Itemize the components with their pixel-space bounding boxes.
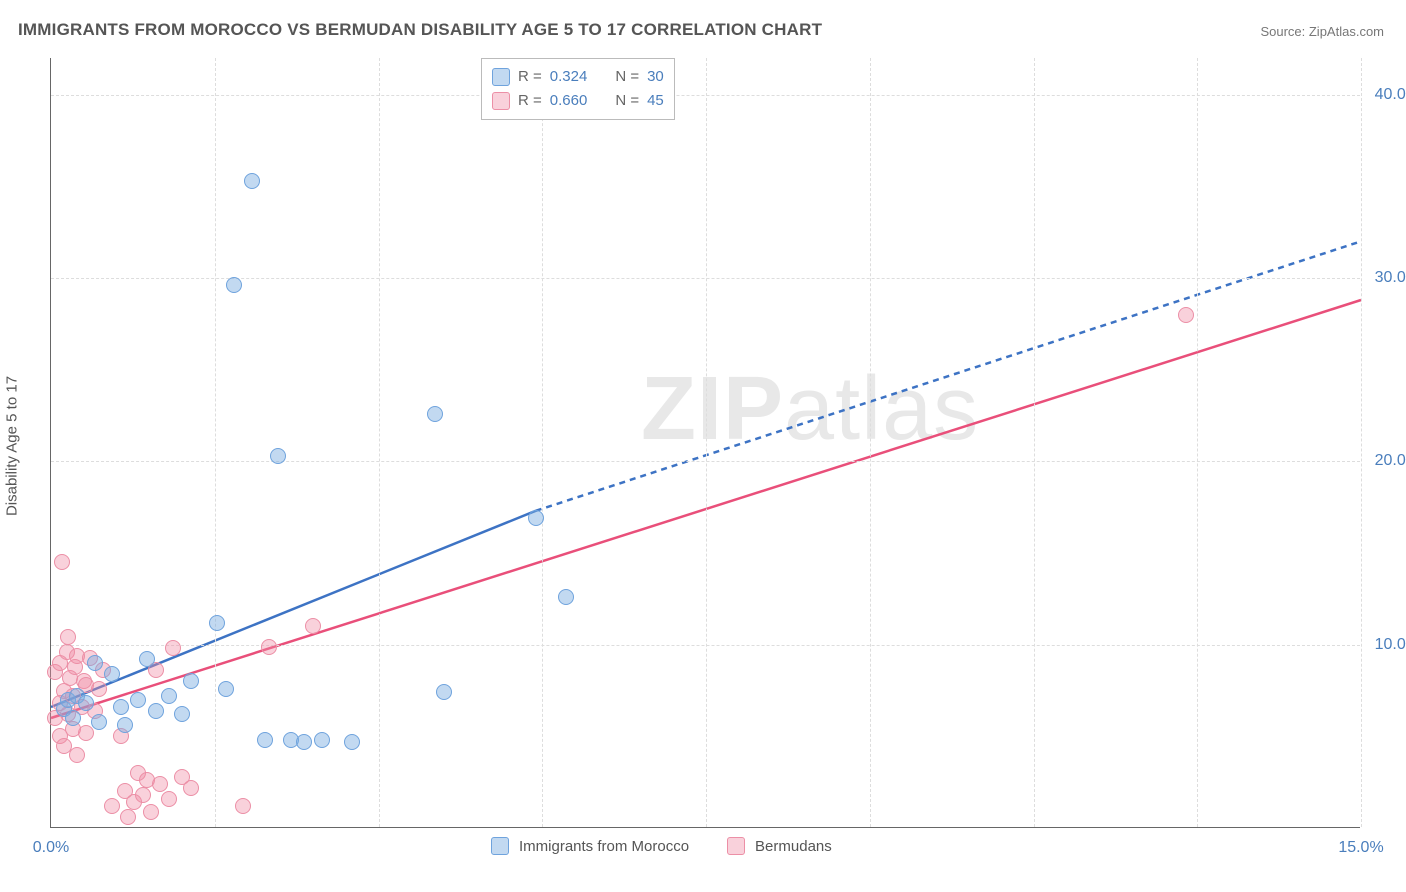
- scatter-point: [436, 684, 452, 700]
- scatter-point: [183, 673, 199, 689]
- scatter-point: [528, 510, 544, 526]
- legend-swatch: [491, 837, 509, 855]
- legend-swatch: [492, 68, 510, 86]
- scatter-point: [78, 695, 94, 711]
- y-tick-label: 30.0%: [1375, 269, 1406, 287]
- chart-container: IMMIGRANTS FROM MOROCCO VS BERMUDAN DISA…: [0, 0, 1406, 892]
- source-attribution: Source: ZipAtlas.com: [1260, 24, 1384, 39]
- gridline-vertical: [1197, 58, 1198, 827]
- series-legend: Immigrants from Morocco Bermudans: [491, 837, 860, 855]
- scatter-point: [130, 692, 146, 708]
- scatter-point: [344, 734, 360, 750]
- scatter-point: [427, 406, 443, 422]
- y-axis-label: Disability Age 5 to 17: [4, 376, 21, 516]
- correlation-legend: R = 0.324 N = 30 R = 0.660 N = 45: [481, 58, 675, 120]
- y-tick-label: 20.0%: [1375, 452, 1406, 470]
- scatter-point: [296, 734, 312, 750]
- scatter-point: [183, 780, 199, 796]
- scatter-point: [117, 717, 133, 733]
- scatter-point: [120, 809, 136, 825]
- scatter-point: [235, 798, 251, 814]
- scatter-point: [148, 703, 164, 719]
- scatter-point: [174, 706, 190, 722]
- scatter-point: [139, 651, 155, 667]
- scatter-point: [314, 732, 330, 748]
- scatter-point: [161, 688, 177, 704]
- scatter-point: [261, 639, 277, 655]
- scatter-point: [91, 714, 107, 730]
- scatter-point: [165, 640, 181, 656]
- chart-title: IMMIGRANTS FROM MOROCCO VS BERMUDAN DISA…: [18, 20, 822, 40]
- trend-line: [51, 511, 536, 707]
- legend-series-label: Immigrants from Morocco: [519, 838, 689, 855]
- scatter-point: [305, 618, 321, 634]
- scatter-point: [60, 629, 76, 645]
- scatter-point: [558, 589, 574, 605]
- legend-n-value: 30: [647, 65, 664, 89]
- x-tick-label: 0.0%: [33, 839, 69, 857]
- scatter-point: [1178, 307, 1194, 323]
- scatter-point: [226, 277, 242, 293]
- gridline-vertical: [1034, 58, 1035, 827]
- scatter-point: [54, 554, 70, 570]
- scatter-point: [104, 666, 120, 682]
- scatter-point: [78, 725, 94, 741]
- legend-series-label: Bermudans: [755, 838, 832, 855]
- scatter-point: [143, 804, 159, 820]
- scatter-point: [87, 655, 103, 671]
- x-tick-label: 15.0%: [1338, 839, 1383, 857]
- scatter-point: [135, 787, 151, 803]
- scatter-point: [209, 615, 225, 631]
- legend-row: R = 0.324 N = 30: [492, 65, 664, 89]
- scatter-point: [152, 776, 168, 792]
- y-tick-label: 40.0%: [1375, 86, 1406, 104]
- legend-n-label: N =: [615, 89, 639, 113]
- legend-swatch: [727, 837, 745, 855]
- gridline-vertical: [215, 58, 216, 827]
- gridline-vertical: [542, 58, 543, 827]
- scatter-point: [244, 173, 260, 189]
- scatter-point: [91, 681, 107, 697]
- scatter-point: [218, 681, 234, 697]
- y-tick-label: 10.0%: [1375, 636, 1406, 654]
- plot-area: ZIPatlas 10.0%20.0%30.0%40.0%0.0%15.0%R …: [50, 58, 1360, 828]
- legend-r-value: 0.660: [550, 89, 588, 113]
- legend-n-label: N =: [615, 65, 639, 89]
- legend-swatch: [492, 92, 510, 110]
- scatter-point: [270, 448, 286, 464]
- gridline-vertical: [706, 58, 707, 827]
- legend-n-value: 45: [647, 89, 664, 113]
- gridline-vertical: [1361, 58, 1362, 827]
- legend-r-label: R =: [518, 89, 542, 113]
- scatter-point: [161, 791, 177, 807]
- scatter-point: [257, 732, 273, 748]
- legend-r-value: 0.324: [550, 65, 588, 89]
- scatter-point: [113, 699, 129, 715]
- gridline-vertical: [870, 58, 871, 827]
- gridline-vertical: [379, 58, 380, 827]
- legend-row: R = 0.660 N = 45: [492, 89, 664, 113]
- trend-line-dashed: [536, 241, 1361, 511]
- legend-r-label: R =: [518, 65, 542, 89]
- scatter-point: [69, 747, 85, 763]
- scatter-point: [104, 798, 120, 814]
- scatter-point: [65, 710, 81, 726]
